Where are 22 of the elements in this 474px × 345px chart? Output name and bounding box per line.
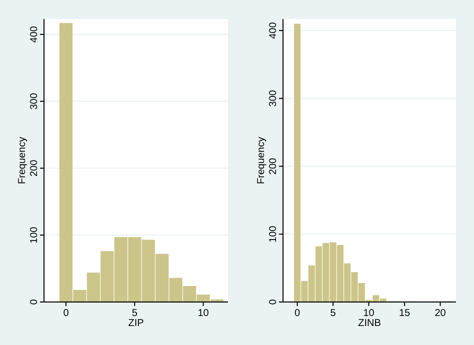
y-tick-label: 200 [29, 159, 40, 177]
y-tick-label: 0 [268, 298, 279, 305]
x-tick-label: 20 [434, 308, 446, 319]
y-tick-label: 100 [268, 225, 279, 242]
y-tick-label: 0 [29, 298, 40, 305]
y-tick-label: 400 [29, 26, 40, 43]
y-tick-label: 200 [268, 157, 279, 175]
x-tick-label: 15 [398, 308, 411, 319]
x-tick-label: 10 [363, 308, 375, 319]
x-tick-label: 0 [294, 308, 301, 319]
y-tick-label: 300 [29, 92, 40, 110]
y-axis-title: Frequency [256, 136, 267, 184]
y-tick-label: 300 [268, 90, 279, 107]
y-tick-label: 100 [29, 226, 40, 244]
x-axis-title: ZIP [128, 318, 144, 329]
x-axis-title: ZINB [358, 318, 382, 329]
y-tick-label: 400 [268, 22, 279, 39]
x-tick-label: 5 [132, 308, 138, 319]
x-tick-label: 5 [330, 308, 336, 319]
x-tick-label: 0 [63, 308, 70, 319]
x-tick-label: 10 [198, 308, 210, 319]
y-axis-title: Frequency [17, 136, 28, 184]
